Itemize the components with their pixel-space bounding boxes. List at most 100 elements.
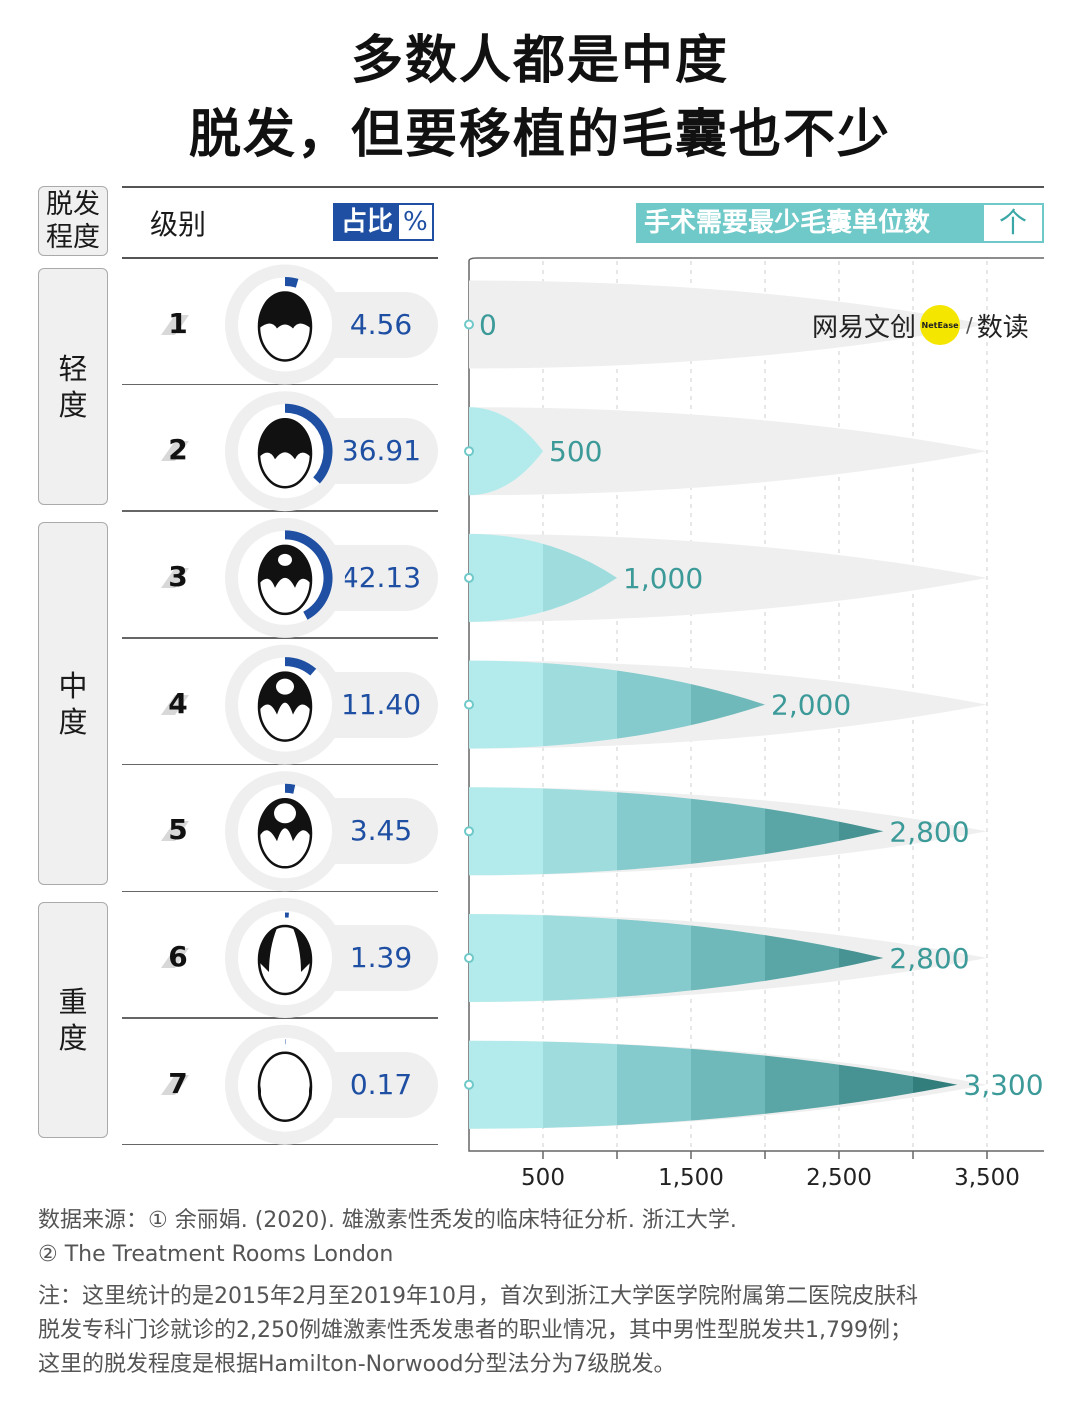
hair-icon-3	[259, 545, 311, 588]
bar-segment-5-5	[839, 787, 884, 876]
percent-header-label: 占比	[335, 205, 400, 239]
value-label-2: 500	[549, 435, 602, 468]
percent-header-unit: %	[399, 205, 432, 239]
row-divider-3	[122, 637, 438, 639]
bar-segment-6-1	[543, 914, 618, 1002]
surgery-header-label: 手术需要最少毛囊单位数	[638, 205, 984, 241]
bar-segment-4-0	[469, 660, 544, 749]
title-line-2: 脱发，但要移植的毛囊也不少	[188, 105, 891, 165]
value-label-6: 2,800	[889, 942, 969, 975]
bar-bg-1	[469, 280, 987, 369]
percent-header: 占比 %	[333, 203, 434, 241]
row-divider-7	[122, 1143, 438, 1146]
row-divider-2	[122, 510, 438, 512]
bar-origin-2	[464, 446, 474, 457]
level-number-3: 3	[168, 559, 188, 593]
bar-5	[469, 787, 884, 876]
percent-value-2: 36.91	[340, 434, 422, 468]
bar-segment-7-1	[543, 1040, 618, 1129]
brand-slash: /	[966, 313, 973, 337]
group-mild-line-2: 度	[58, 387, 88, 422]
tick-label-500: 500	[521, 1165, 565, 1191]
tick-label-3500: 3,500	[954, 1165, 1020, 1191]
bar-origin-1	[464, 319, 474, 330]
bar-segment-6-0	[469, 914, 544, 1002]
bar-origin-7	[464, 1079, 474, 1090]
percent-ring-4	[284, 657, 317, 676]
bar-segment-6-4	[765, 914, 840, 1002]
head-icon-7	[257, 1051, 313, 1122]
percent-ring-5	[284, 783, 296, 794]
note-2: 脱发专科门诊就诊的2,250例雄激素性秃发患者的职业情况，其中男性型脱发共1,7…	[38, 1318, 912, 1343]
bar-segment-7-4	[765, 1040, 840, 1129]
header-bottom-rule	[122, 257, 438, 259]
group-moderate: 中度	[38, 522, 108, 885]
header-top-rule	[122, 186, 1044, 188]
group-moderate-line-1: 中	[58, 668, 88, 703]
percent-value-6: 1.39	[349, 941, 413, 974]
degree-header: 脱发 程度	[38, 186, 108, 256]
bar-segment-6-5	[839, 914, 884, 1002]
bar-segment-7-6	[913, 1040, 958, 1129]
percent-ring-2	[284, 403, 333, 484]
degree-header-line-1: 脱发	[46, 189, 100, 220]
bar-origin-4	[464, 699, 474, 710]
level-number-5: 5	[168, 813, 188, 847]
value-label-4: 2,000	[771, 689, 851, 722]
value-label-7: 3,300	[963, 1069, 1043, 1102]
title-line-1: 多数人都是中度	[350, 31, 729, 91]
bar-6	[469, 914, 884, 1002]
bar-segment-7-2	[617, 1040, 692, 1129]
bar-segment-7-0	[469, 1040, 544, 1129]
note-3: 这里的脱发程度是根据Hamilton-Norwood分型法分为7级脱发。	[38, 1352, 676, 1377]
group-moderate-line-2: 度	[58, 704, 88, 739]
bar-segment-5-2	[617, 787, 692, 876]
row-divider-5	[122, 890, 438, 892]
row-divider-6	[122, 1017, 438, 1019]
level-number-7: 7	[168, 1066, 188, 1100]
bald-spot-icon-3	[278, 553, 292, 566]
axis-top-rule	[468, 257, 1044, 262]
bar-origin-6	[464, 953, 474, 963]
tick-label-1500: 1,500	[658, 1165, 724, 1191]
group-severe-line-1: 重	[58, 985, 88, 1019]
bar-bg-2	[469, 407, 987, 496]
group-mild-line-1: 轻	[58, 351, 88, 386]
bar-segment-7-5	[839, 1040, 914, 1129]
value-label-1: 0	[479, 309, 497, 342]
group-mild: 轻度	[38, 268, 108, 505]
level-header: 级别	[150, 208, 207, 241]
row-divider-4	[122, 763, 438, 766]
bald-spot-icon-5	[274, 803, 296, 824]
brand-logo: 网易文创 NetEase / 数读	[812, 305, 1029, 345]
degree-header-line-2: 程度	[46, 222, 100, 253]
level-number-6: 6	[168, 940, 188, 973]
note-1: 注：这里统计的是2015年2月至2019年10月，首次到浙江大学医学院附属第二医…	[38, 1284, 918, 1309]
tick-label-2500: 2,500	[806, 1165, 872, 1191]
percent-value-7: 0.17	[349, 1067, 413, 1101]
brand-left: 网易文创	[812, 312, 917, 343]
group-severe: 重度	[38, 902, 108, 1138]
bar-segment-6-2	[617, 914, 692, 1002]
bar-segment-5-4	[765, 787, 840, 876]
bar-segment-5-1	[543, 787, 618, 876]
hair-icon-6	[259, 928, 311, 972]
percent-value-1: 4.56	[349, 307, 413, 341]
percent-value-5: 3.45	[349, 814, 413, 848]
brand-right: 数读	[976, 312, 1029, 343]
percent-ring-1	[284, 277, 299, 288]
row-divider-1	[122, 383, 438, 386]
source-2: ② The Treatment Rooms London	[38, 1242, 394, 1267]
level-number-4: 4	[168, 686, 188, 720]
bar-segment-3-0	[469, 533, 544, 622]
hair-icon-1	[259, 292, 311, 329]
level-number-2: 2	[168, 433, 188, 467]
surgery-header: 手术需要最少毛囊单位数 个	[636, 203, 1044, 243]
bald-spot-icon-4	[276, 678, 294, 695]
bar-origin-5	[464, 826, 474, 837]
level-number-1: 1	[168, 306, 188, 340]
surgery-header-unit: 个	[998, 206, 1027, 239]
group-severe-line-2: 度	[58, 1021, 88, 1055]
percent-value-4: 11.40	[340, 687, 422, 721]
